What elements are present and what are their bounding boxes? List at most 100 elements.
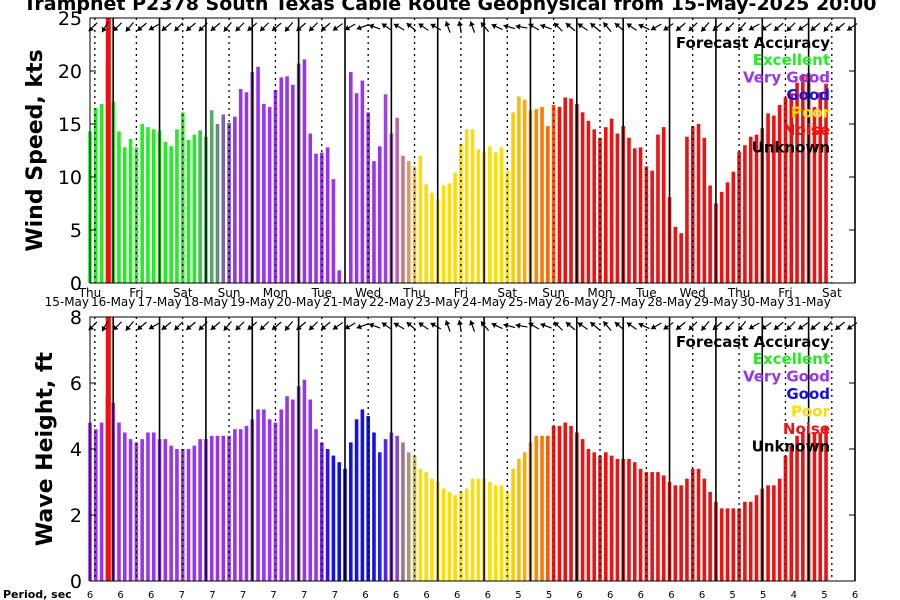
- date-label: 18-May: [184, 295, 228, 309]
- data-bar: [476, 478, 481, 581]
- day-name-label: Sat: [173, 286, 193, 300]
- data-bar: [99, 103, 104, 283]
- arrow-head: [847, 324, 853, 330]
- data-bar: [221, 114, 226, 284]
- direction-arrow: [101, 21, 109, 33]
- direction-arrow: [173, 321, 184, 331]
- data-bar: [719, 191, 724, 283]
- period-value: 6: [454, 590, 460, 600]
- day-name-label: Fri: [129, 286, 143, 300]
- arrow-head: [823, 26, 829, 32]
- data-bar: [638, 468, 643, 581]
- direction-arrow: [198, 22, 208, 32]
- y-axis-title: Wave Height, ft: [33, 351, 58, 546]
- arrow-head: [113, 324, 119, 331]
- day-name-label: Wed: [680, 286, 706, 300]
- data-bar: [273, 422, 278, 581]
- arrow-head: [553, 321, 560, 328]
- date-label: 25-May: [508, 295, 552, 309]
- direction-arrow: [528, 322, 540, 330]
- data-bar: [766, 113, 770, 284]
- direction-arrow: [88, 321, 98, 331]
- data-bar: [690, 468, 695, 581]
- direction-arrow: [565, 22, 576, 32]
- direction-arrow: [210, 321, 221, 331]
- data-bar: [777, 104, 782, 283]
- data-bar: [679, 233, 683, 283]
- data-bar: [221, 435, 226, 581]
- legend-heading: Forecast Accuracy: [676, 34, 830, 52]
- arrow-head: [457, 21, 463, 27]
- y-tick-label: 2: [70, 505, 82, 527]
- data-bar: [517, 96, 521, 283]
- direction-arrow: [332, 23, 344, 31]
- direction-arrow: [88, 22, 98, 32]
- data-bar: [128, 138, 133, 283]
- arrow-head: [356, 323, 362, 330]
- direction-arrow: [712, 321, 723, 331]
- legend-item: Very Good: [743, 368, 830, 386]
- direction-arrow: [712, 22, 723, 32]
- data-bar: [650, 170, 654, 283]
- arrow-head: [418, 322, 425, 328]
- arrow-head: [148, 25, 155, 31]
- period-value: 6: [485, 590, 491, 600]
- direction-arrow: [161, 321, 172, 331]
- direction-arrow: [491, 23, 503, 31]
- arrow-head: [381, 23, 388, 29]
- data-bar: [262, 103, 266, 283]
- direction-arrow: [528, 23, 540, 31]
- direction-arrow: [469, 21, 476, 33]
- arrow-head: [406, 322, 413, 328]
- direction-arrow: [700, 22, 710, 32]
- data-bar: [464, 488, 469, 581]
- period-value: 7: [209, 590, 215, 600]
- direction-arrow: [565, 321, 576, 331]
- direction-arrow: [235, 22, 245, 32]
- data-bar: [180, 112, 185, 283]
- direction-arrow: [210, 22, 221, 32]
- data-bar: [719, 508, 724, 581]
- data-bar: [401, 155, 405, 283]
- arrow-head: [174, 25, 180, 32]
- direction-arrow: [515, 322, 528, 329]
- data-bar: [696, 124, 701, 283]
- direction-arrow: [786, 321, 796, 331]
- arrow-head: [774, 324, 780, 330]
- period-value: 6: [423, 590, 429, 600]
- direction-arrow: [148, 322, 160, 330]
- data-bar: [285, 76, 289, 283]
- arrow-head: [712, 324, 719, 330]
- arrow-head: [650, 324, 657, 330]
- data-bar: [627, 458, 631, 581]
- direction-arrow: [418, 23, 429, 31]
- direction-arrow: [356, 323, 369, 330]
- direction-arrow: [173, 22, 184, 32]
- arrow-head: [774, 25, 780, 31]
- direction-arrow: [161, 22, 172, 32]
- date-label: 31-May: [786, 295, 830, 309]
- data-bar: [331, 455, 336, 581]
- arrow-head: [663, 25, 669, 31]
- direction-arrow: [737, 22, 747, 32]
- arrow-head: [540, 23, 546, 30]
- arrow-head: [332, 324, 339, 330]
- direction-arrow: [381, 23, 393, 31]
- day-name-label: Mon: [263, 286, 288, 300]
- arrow-head: [738, 325, 744, 331]
- data-bar: [685, 478, 689, 581]
- data-bar: [673, 226, 678, 283]
- data-bar: [169, 445, 173, 581]
- arrow-head: [786, 324, 792, 331]
- data-bar: [447, 183, 452, 283]
- period-value: 6: [576, 590, 582, 600]
- y-tick-label: 5: [70, 220, 82, 242]
- arrow-head: [148, 324, 155, 330]
- data-bar: [511, 468, 515, 581]
- data-bar: [146, 127, 150, 284]
- arrow-head: [823, 325, 829, 331]
- now-marker: [105, 317, 111, 581]
- arrow-head: [284, 26, 291, 32]
- plot-frame: [89, 17, 856, 284]
- data-bar: [430, 192, 434, 283]
